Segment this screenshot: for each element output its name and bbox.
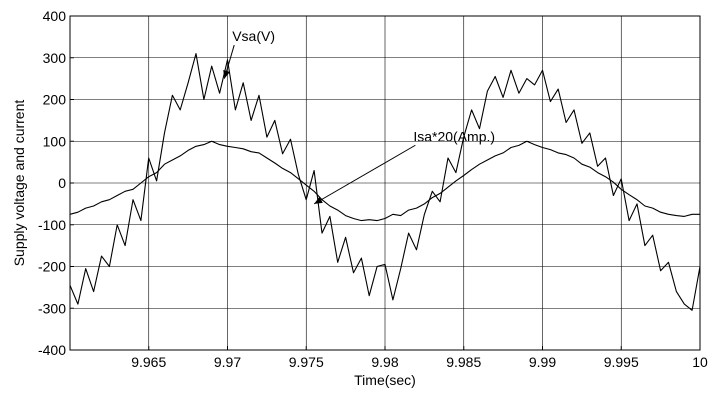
y-tick-label: 100	[43, 133, 67, 149]
x-tick-label: 9.975	[289, 354, 324, 370]
annotation-label: Isa*20(Amp.)	[413, 128, 495, 144]
y-tick-label: -100	[38, 217, 66, 233]
annotation-arrow	[313, 144, 416, 205]
y-tick-label: 300	[43, 50, 67, 66]
x-tick-label: 9.965	[131, 354, 166, 370]
series-isa-line	[69, 140, 700, 222]
y-tick-label: -400	[38, 342, 66, 358]
y-tick-label: 400	[43, 8, 67, 24]
x-tick-label: 9.99	[529, 354, 556, 370]
y-tick-label: 200	[43, 92, 67, 108]
annotations: Vsa(V) Isa*20(Amp.)	[223, 28, 495, 205]
x-tick-label: 10	[692, 354, 708, 370]
x-tick-label: 9.98	[371, 354, 398, 370]
annotation-label: Vsa(V)	[232, 28, 275, 44]
series-vsa-line	[69, 53, 701, 311]
y-tick-label: 0	[58, 175, 66, 191]
x-tick-label: 9.985	[446, 354, 481, 370]
y-axis-label: Supply voltage and current	[11, 100, 27, 267]
ticks: 9.965 9.97 9.975 9.98 9.985 9.99 9.995 10 -400 -3…	[38, 8, 708, 370]
x-tick-label: 9.97	[214, 354, 241, 370]
x-tick-label: 9.995	[604, 354, 639, 370]
annotation-arrowhead	[223, 69, 230, 79]
y-tick-label: -200	[38, 259, 66, 275]
annotation-arrowhead	[314, 196, 323, 204]
y-tick-label: -300	[38, 300, 66, 316]
series-group	[69, 53, 701, 311]
x-axis-label: Time(sec)	[354, 372, 416, 388]
